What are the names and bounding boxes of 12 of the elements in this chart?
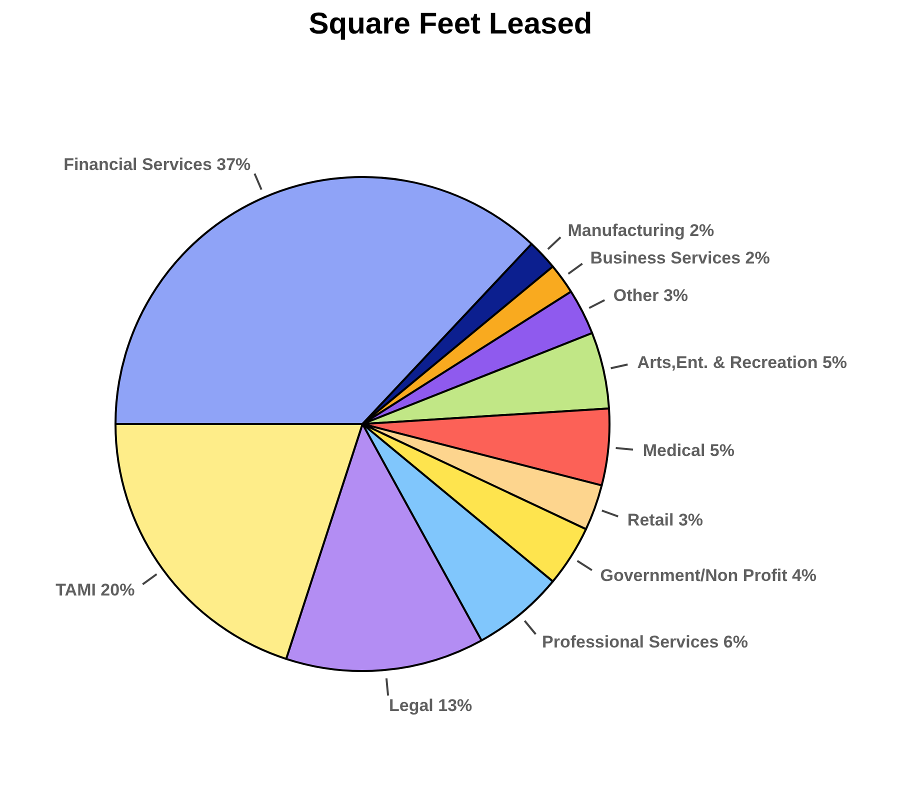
slice-label: Financial Services 37% [64,155,251,174]
slice-label: Government/Non Profit 4% [600,566,817,585]
slice-label: TAMI 20% [56,580,135,600]
slice-label: Arts,Ent. & Recreation 5% [637,352,848,372]
slice-label: Retail 3% [627,510,704,530]
chart-title: Square Feet Leased [308,8,592,40]
slice-label: Professional Services 6% [542,632,748,652]
slice-label: Business Services 2% [590,248,770,268]
slice-label: Medical 5% [642,441,734,460]
slice-label: Other 3% [613,286,688,306]
slice-label: Legal 13% [389,696,472,715]
slice-label: Manufacturing 2% [568,220,714,240]
